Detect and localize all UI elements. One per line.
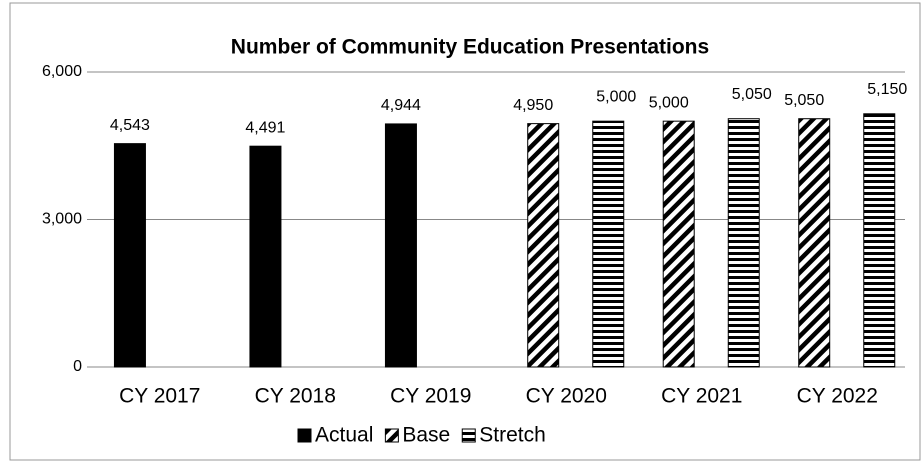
bar <box>113 143 146 368</box>
x-tick-label: CY 2017 <box>119 385 200 408</box>
data-label: 5,000 <box>649 94 689 111</box>
legend-swatch <box>297 428 312 443</box>
bar <box>249 145 282 368</box>
x-tick-label: CY 2018 <box>255 385 336 408</box>
data-label: 5,000 <box>596 88 636 105</box>
x-tick-label: CY 2019 <box>390 385 471 408</box>
x-tick-label: CY 2021 <box>661 385 742 408</box>
y-tick-label: 0 <box>73 358 82 375</box>
y-tick-label: 6,000 <box>42 63 82 80</box>
x-tick-label: CY 2020 <box>526 385 607 408</box>
legend-swatch <box>384 428 399 443</box>
y-tick-label: 3,000 <box>42 211 82 228</box>
bar <box>863 113 896 368</box>
data-label: 4,950 <box>513 97 553 114</box>
bar <box>592 120 625 368</box>
data-label: 5,050 <box>732 86 772 103</box>
bar <box>727 118 760 368</box>
data-label: 4,944 <box>381 97 421 114</box>
bar <box>662 120 695 368</box>
chart-title: Number of Community Education Presentati… <box>231 36 709 59</box>
bar <box>527 123 560 368</box>
chart-frame <box>9 2 921 461</box>
x-tick-label: CY 2022 <box>797 385 878 408</box>
bar <box>798 118 831 368</box>
data-label: 5,050 <box>784 92 824 109</box>
legend-label: Base <box>402 424 450 447</box>
data-label: 4,543 <box>110 117 150 134</box>
bar <box>384 123 417 368</box>
legend-label: Stretch <box>479 424 546 447</box>
data-label: 5,150 <box>867 81 907 98</box>
legend-swatch <box>461 428 476 443</box>
legend-label: Actual <box>315 424 373 447</box>
data-label: 4,491 <box>245 119 285 136</box>
